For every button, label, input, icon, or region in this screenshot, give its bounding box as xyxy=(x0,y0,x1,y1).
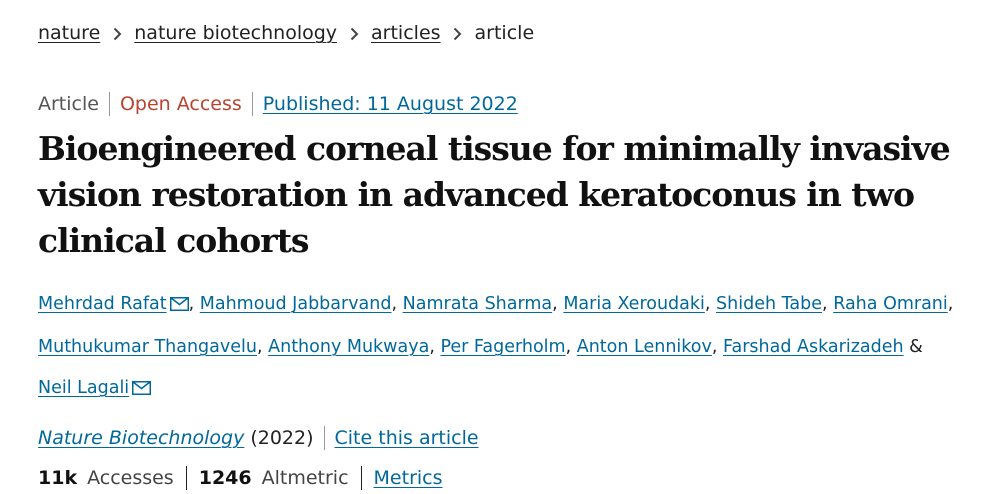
author-link[interactable]: Anton Lennikov xyxy=(576,337,712,357)
envelope-icon[interactable] xyxy=(132,370,152,411)
author-separator: & xyxy=(903,337,923,357)
altmetric-label: Altmetric xyxy=(261,467,349,489)
article-metrics: 11k Accesses 1246 Altmetric Metrics xyxy=(38,466,443,490)
meta-divider xyxy=(251,92,253,116)
altmetric-score: 1246 xyxy=(198,467,252,489)
author-link[interactable]: Mehrdad Rafat xyxy=(38,294,167,314)
author-link[interactable]: Raha Omrani xyxy=(833,294,948,314)
author-link[interactable]: Maria Xeroudaki xyxy=(563,294,705,314)
author-link[interactable]: Per Fagerholm xyxy=(440,337,566,357)
chevron-right-icon xyxy=(337,22,371,44)
author-link[interactable]: Muthukumar Thangavelu xyxy=(38,337,257,357)
citation-line: Nature Biotechnology (2022) Cite this ar… xyxy=(38,426,479,450)
journal-link[interactable]: Nature Biotechnology xyxy=(38,427,245,449)
author-separator: , xyxy=(947,294,954,314)
author-separator: , xyxy=(565,337,572,357)
author-link[interactable]: Namrata Sharma xyxy=(402,294,553,314)
author-link[interactable]: Shideh Tabe xyxy=(716,294,823,314)
publication-year: (2022) xyxy=(250,427,314,449)
author-link[interactable]: Farshad Askarizadeh xyxy=(723,337,904,357)
article-type: Article xyxy=(38,93,99,115)
author-link[interactable]: Mahmoud Jabbarvand xyxy=(199,294,392,314)
author-separator: , xyxy=(391,294,398,314)
accesses-count: 11k xyxy=(38,467,78,489)
envelope-icon[interactable] xyxy=(169,286,189,327)
author-link[interactable]: Anthony Mukwaya xyxy=(268,337,430,357)
open-access-label: Open Access xyxy=(119,93,242,115)
chevron-right-icon xyxy=(441,22,475,44)
author-separator: , xyxy=(552,294,558,314)
metrics-divider xyxy=(185,466,187,490)
breadcrumb-current: article xyxy=(474,22,535,44)
chevron-right-icon xyxy=(100,22,134,44)
author-separator: , xyxy=(429,337,435,357)
breadcrumb-articles[interactable]: articles xyxy=(371,22,441,44)
author-separator: , xyxy=(256,337,263,357)
author-separator: , xyxy=(711,337,718,357)
article-title: Bioengineered corneal tissue for minimal… xyxy=(38,129,951,260)
metrics-link[interactable]: Metrics xyxy=(373,467,443,489)
metrics-divider xyxy=(360,466,362,490)
author-separator: , xyxy=(822,294,828,314)
author-list: Mehrdad Rafat, Mahmoud Jabbarvand, Namra… xyxy=(38,284,973,411)
breadcrumb-nature-biotechnology[interactable]: nature biotechnology xyxy=(134,22,338,44)
author-separator: , xyxy=(704,294,711,314)
published-date-link[interactable]: Published: 11 August 2022 xyxy=(262,93,518,115)
author-link[interactable]: Neil Lagali xyxy=(38,378,130,398)
citation-divider xyxy=(323,426,325,450)
breadcrumb-nature[interactable]: nature xyxy=(38,22,101,44)
author-separator: , xyxy=(188,294,195,314)
breadcrumb: nature nature biotechnology articles art… xyxy=(38,22,534,44)
article-meta: Article Open Access Published: 11 August… xyxy=(38,92,518,116)
accesses-label: Accesses xyxy=(87,467,174,489)
meta-divider xyxy=(108,92,110,116)
cite-this-article-link[interactable]: Cite this article xyxy=(334,427,479,449)
